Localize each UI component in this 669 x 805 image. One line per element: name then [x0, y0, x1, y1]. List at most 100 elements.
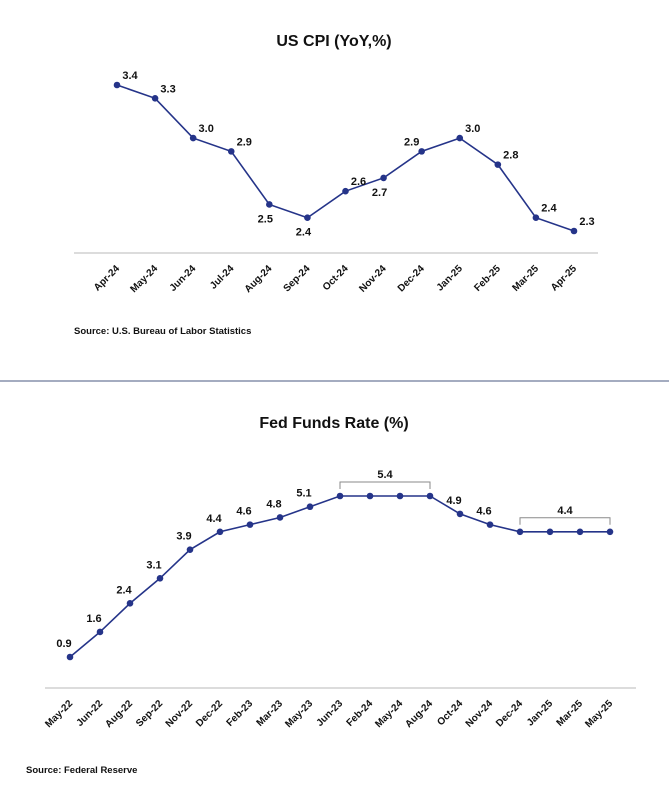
data-point — [366, 492, 374, 500]
data-label: 2.9 — [404, 136, 419, 148]
x-tick-label: Aug-24 — [403, 698, 435, 730]
fed-chart-title: Fed Funds Rate (%) — [259, 415, 408, 432]
cpi-chart: 3.4 Apr-24 3.3 May-24 3.0 Jun-24 2.9 Jul-24 2.5 A… — [74, 70, 598, 295]
data-label: 2.6 — [351, 176, 366, 188]
data-point — [96, 628, 104, 636]
data-label: 4.9 — [446, 495, 461, 507]
x-tick-label: Feb-25 — [472, 263, 503, 294]
data-label: 3.3 — [160, 83, 175, 95]
data-label: 1.6 — [86, 613, 101, 625]
data-label: 2.5 — [258, 213, 273, 225]
x-tick-label: Mar-25 — [510, 263, 541, 294]
data-point — [546, 528, 554, 536]
data-label: 2.8 — [503, 150, 518, 162]
data-label: 4.6 — [236, 506, 251, 518]
x-tick-label: May-25 — [583, 698, 615, 730]
data-point — [570, 227, 578, 235]
x-tick-label: Nov-22 — [164, 698, 196, 730]
x-tick-label: Aug-22 — [103, 698, 135, 730]
data-point — [516, 528, 524, 536]
data-point — [380, 174, 387, 182]
data-label: 4.8 — [266, 498, 281, 510]
fed-funds-chart: 0.9 May-22 1.6 Jun-22 2.4 Aug-22 3.1 Sep-22 3.9 N… — [43, 469, 636, 730]
data-label: 3.0 — [199, 123, 214, 135]
data-point — [606, 528, 614, 536]
range-bracket — [339, 481, 431, 489]
data-point — [456, 134, 464, 142]
data-point — [66, 653, 74, 661]
data-point — [576, 528, 584, 536]
x-tick-label: Jan-25 — [435, 263, 465, 293]
data-label: 3.0 — [465, 123, 480, 135]
data-point — [336, 492, 344, 500]
x-tick-label: May-23 — [283, 698, 315, 730]
x-tick-label: Sep-24 — [282, 263, 313, 294]
data-point — [494, 161, 502, 168]
data-point — [342, 187, 349, 195]
data-point — [246, 521, 254, 528]
x-tick-label: Oct-24 — [321, 263, 351, 293]
data-label: 2.4 — [296, 227, 312, 239]
x-tick-label: Apr-25 — [549, 263, 579, 293]
data-point — [418, 148, 425, 155]
data-point — [227, 148, 235, 155]
x-tick-label: May-24 — [373, 698, 405, 730]
x-tick-label: Sep-22 — [134, 698, 165, 729]
data-point — [186, 546, 194, 553]
x-tick-label: Jun-23 — [315, 698, 346, 729]
data-point — [266, 201, 273, 208]
data-point — [426, 492, 434, 500]
data-point — [304, 214, 311, 222]
x-tick-label: Nov-24 — [357, 263, 389, 295]
x-tick-label: Mar-23 — [255, 698, 286, 729]
data-label: 3.9 — [176, 531, 191, 543]
data-label: 4.4 — [206, 513, 222, 525]
data-point — [396, 492, 404, 500]
data-point — [532, 214, 540, 222]
data-label: 0.9 — [56, 638, 71, 650]
data-point — [486, 521, 494, 528]
data-label: 3.4 — [122, 70, 138, 82]
data-label: 2.7 — [372, 187, 387, 199]
fed-source: Source: Federal Reserve — [26, 765, 137, 776]
x-tick-label: Jun-24 — [168, 263, 199, 294]
x-tick-label: Nov-24 — [464, 698, 496, 730]
data-point — [151, 94, 159, 102]
cpi-source: Source: U.S. Bureau of Labor Statistics — [74, 326, 251, 337]
x-tick-label: Mar-25 — [555, 698, 586, 729]
data-label: 3.1 — [146, 559, 161, 571]
range-bracket — [519, 517, 611, 525]
bracket-label: 4.4 — [557, 505, 573, 517]
x-tick-label: Apr-24 — [92, 263, 122, 293]
x-tick-label: May-22 — [43, 698, 75, 730]
data-point — [216, 528, 224, 536]
x-tick-label: Aug-24 — [243, 263, 275, 295]
data-point — [306, 503, 314, 511]
data-label: 5.1 — [296, 488, 311, 500]
data-point — [189, 134, 197, 142]
x-tick-label: Feb-23 — [225, 698, 256, 729]
x-tick-label: Jan-25 — [525, 698, 555, 728]
bracket-label: 5.4 — [377, 469, 393, 481]
data-label: 2.4 — [541, 203, 557, 215]
x-tick-label: Dec-22 — [194, 698, 225, 729]
data-point — [156, 574, 164, 582]
data-label: 2.4 — [116, 584, 132, 596]
x-tick-label: Jul-24 — [208, 263, 237, 292]
data-label: 2.9 — [237, 136, 252, 148]
cpi-chart-title: US CPI (YoY,%) — [276, 33, 391, 50]
x-tick-label: May-24 — [128, 263, 160, 295]
x-tick-label: Dec-24 — [494, 698, 525, 729]
data-point — [276, 514, 284, 521]
series-line — [69, 495, 610, 658]
x-tick-label: Feb-24 — [345, 698, 376, 729]
x-tick-label: Oct-24 — [435, 698, 465, 728]
data-point — [113, 81, 121, 89]
data-point — [456, 510, 464, 518]
x-tick-label: Jun-22 — [75, 698, 106, 729]
data-point — [126, 600, 134, 607]
data-label: 2.3 — [579, 216, 594, 228]
data-label: 4.6 — [476, 506, 491, 518]
x-tick-label: Dec-24 — [396, 263, 427, 294]
